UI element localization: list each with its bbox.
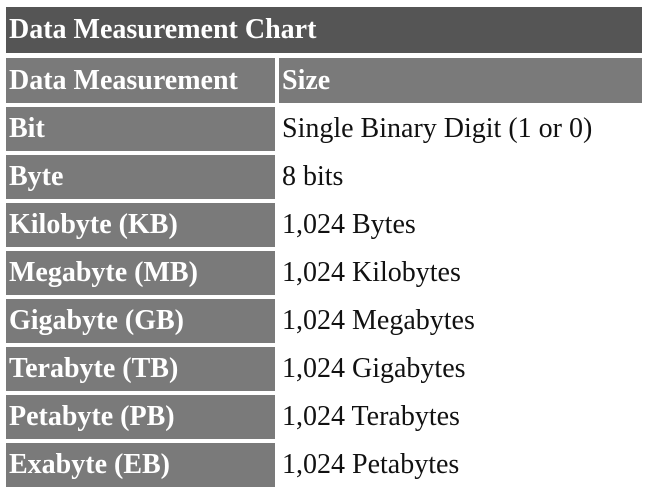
- measurement-cell: Exabyte (EB): [6, 443, 275, 487]
- table-row: Exabyte (EB) 1,024 Petabytes: [6, 443, 642, 487]
- table-header-row: Data Measurement Size: [6, 58, 642, 103]
- table-body: Bit Single Binary Digit (1 or 0) Byte 8 …: [6, 107, 642, 487]
- size-cell: 8 bits: [279, 155, 642, 199]
- size-cell: 1,024 Bytes: [279, 203, 642, 247]
- measurement-cell: Megabyte (MB): [6, 251, 275, 295]
- table-row: Kilobyte (KB) 1,024 Bytes: [6, 203, 642, 247]
- table-row: Gigabyte (GB) 1,024 Megabytes: [6, 299, 642, 343]
- table-row: Terabyte (TB) 1,024 Gigabytes: [6, 347, 642, 391]
- measurement-cell: Bit: [6, 107, 275, 151]
- measurement-cell: Gigabyte (GB): [6, 299, 275, 343]
- measurement-cell: Petabyte (PB): [6, 395, 275, 439]
- measurement-cell: Terabyte (TB): [6, 347, 275, 391]
- size-cell: 1,024 Gigabytes: [279, 347, 642, 391]
- size-cell: 1,024 Terabytes: [279, 395, 642, 439]
- size-cell: 1,024 Kilobytes: [279, 251, 642, 295]
- size-cell: Single Binary Digit (1 or 0): [279, 107, 642, 151]
- measurement-cell: Byte: [6, 155, 275, 199]
- table-row: Bit Single Binary Digit (1 or 0): [6, 107, 642, 151]
- column-header-size: Size: [279, 58, 642, 103]
- table-row: Megabyte (MB) 1,024 Kilobytes: [6, 251, 642, 295]
- data-measurement-table: Data Measurement Chart Data Measurement …: [6, 7, 642, 491]
- size-cell: 1,024 Megabytes: [279, 299, 642, 343]
- column-header-measurement: Data Measurement: [6, 58, 275, 103]
- table-row: Byte 8 bits: [6, 155, 642, 199]
- table-title: Data Measurement Chart: [6, 7, 642, 53]
- measurement-cell: Kilobyte (KB): [6, 203, 275, 247]
- table-row: Petabyte (PB) 1,024 Terabytes: [6, 395, 642, 439]
- size-cell: 1,024 Petabytes: [279, 443, 642, 487]
